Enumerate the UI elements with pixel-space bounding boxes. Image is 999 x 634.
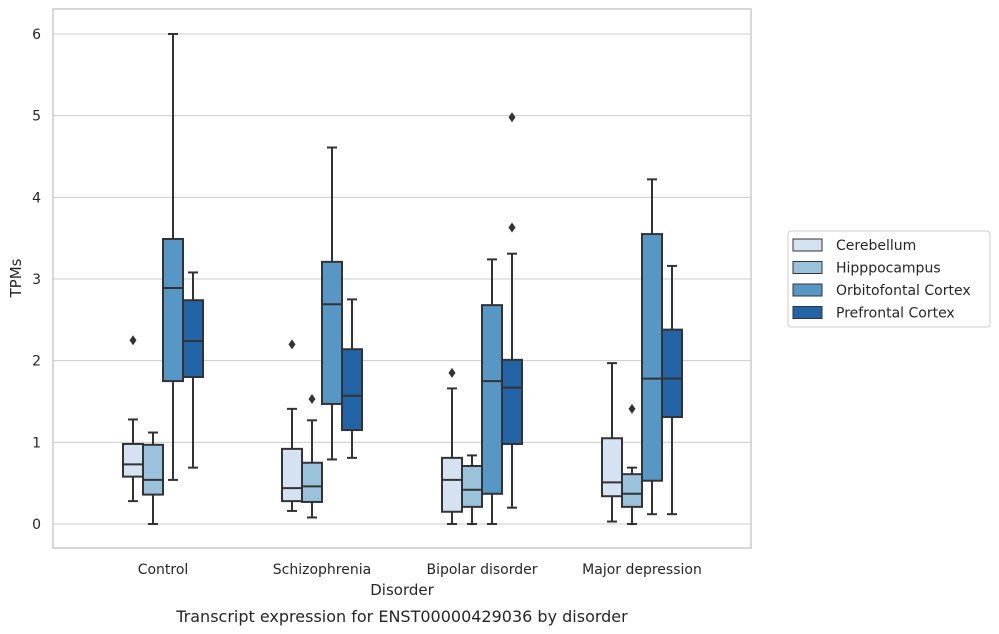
- outlier-point: [288, 339, 296, 350]
- box-3-0: [182, 271, 204, 469]
- y-tick-label: 0: [32, 517, 41, 533]
- box-body: [501, 358, 523, 445]
- x-tick-label: Control: [138, 562, 189, 578]
- legend-swatch: [792, 238, 823, 252]
- box-body: [142, 443, 164, 496]
- y-tick-label: 1: [32, 435, 41, 451]
- box-body: [182, 299, 204, 378]
- box-0-0: [122, 335, 144, 503]
- legend-label: Orbitofontal Cortex: [836, 283, 971, 299]
- legend-swatch: [792, 283, 823, 297]
- box-body: [461, 465, 483, 508]
- box-plot-marks: [122, 32, 683, 525]
- outlier-point: [129, 335, 137, 346]
- box-body: [321, 260, 343, 405]
- figure-caption: Transcript expression for ENST0000042903…: [175, 607, 628, 626]
- outlier-point: [448, 367, 456, 378]
- box-body: [341, 348, 363, 432]
- outlier-point: [508, 112, 516, 123]
- x-tick-labels: Control Schizophrenia Bipolar disorder Majo…: [138, 562, 702, 578]
- y-tick-label: 3: [32, 272, 41, 288]
- box-body: [641, 233, 663, 482]
- x-axis-label: Disorder: [370, 581, 434, 599]
- legend-label: Cerebellum: [836, 238, 916, 254]
- box-1-3: [621, 403, 643, 525]
- box-body: [122, 442, 144, 478]
- y-tick-label: 5: [32, 109, 41, 125]
- legend: Cerebellum Hipppocampus Orbitofontal Corte…: [787, 230, 991, 328]
- box-body: [621, 473, 643, 508]
- legend-swatch: [792, 306, 823, 319]
- y-tick-labels: 0 1 2 3 4 5 6: [32, 27, 41, 533]
- legend-label: Prefrontal Cortex: [836, 306, 955, 322]
- outlier-point: [628, 403, 636, 414]
- box-body: [441, 456, 463, 513]
- x-tick-label: Bipolar disorder: [426, 562, 537, 578]
- legend-frame: [787, 230, 991, 328]
- box-1-1: [301, 394, 323, 519]
- box-3-1: [341, 298, 363, 459]
- box-body: [301, 461, 323, 503]
- box-3-2: [501, 112, 523, 509]
- box-body: [281, 447, 303, 503]
- x-tick-label: Schizophrenia: [273, 562, 371, 578]
- outlier-point: [508, 222, 516, 233]
- y-tick-label: 4: [32, 190, 41, 206]
- outlier-point: [308, 394, 316, 405]
- y-tick-label: 6: [32, 27, 41, 43]
- box-body: [481, 304, 503, 495]
- y-tick-label: 2: [32, 354, 41, 370]
- box-2-1: [321, 146, 343, 461]
- box-0-3: [601, 362, 623, 523]
- box-body: [601, 437, 623, 498]
- x-tick-label: Major depression: [582, 562, 702, 578]
- box-3-3: [661, 264, 683, 516]
- y-axis-label: TPMs: [7, 258, 25, 298]
- box-1-0: [142, 431, 164, 525]
- legend-label: Hipppocampus: [836, 261, 941, 277]
- plot-frame: [52, 8, 752, 549]
- box-body: [661, 328, 683, 419]
- legend-swatch: [792, 261, 823, 274]
- box-body: [162, 237, 184, 383]
